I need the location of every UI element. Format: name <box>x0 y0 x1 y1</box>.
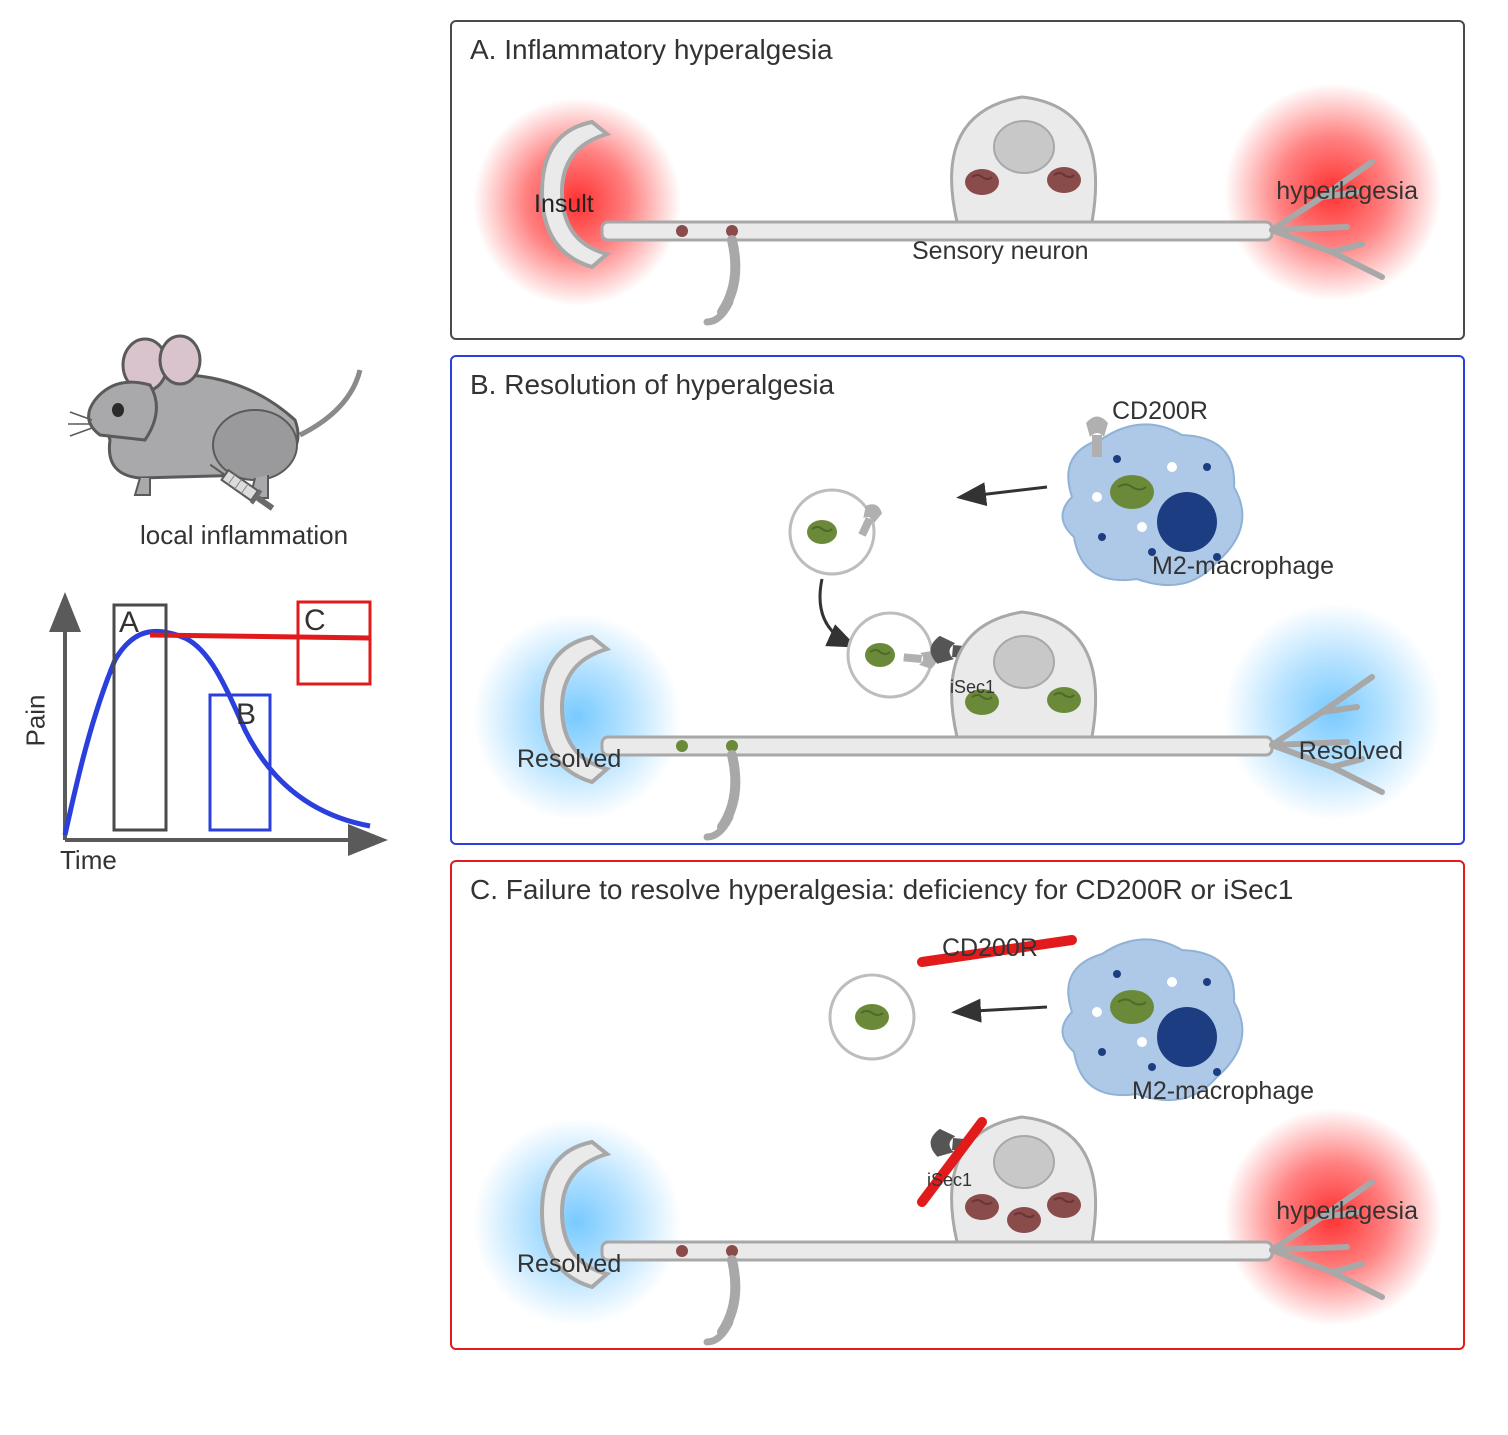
right-panel: A. Inflammatory hyperalgesia <box>450 20 1465 1365</box>
panel-c-macrophage-label: M2-macrophage <box>1132 1077 1314 1106</box>
panel-a-right-label: hyperlagesia <box>1276 177 1418 206</box>
panel-b-right-label: Resolved <box>1299 737 1403 766</box>
mouse-svg <box>50 320 370 550</box>
panel-b-cd200r-label: CD200R <box>1112 397 1208 426</box>
panel-c-isec1-label: iSec1 <box>927 1170 972 1191</box>
panel-a: A. Inflammatory hyperalgesia <box>450 20 1465 340</box>
chart-box-a-label: A <box>119 606 139 640</box>
panel-b-macrophage-label: M2-macrophage <box>1152 552 1334 581</box>
chart-ylabel: Pain <box>21 694 52 746</box>
panel-c-cd200r-label: CD200R <box>942 934 1038 963</box>
mouse-illustration: local inflammation <box>50 320 370 550</box>
chart-svg <box>20 590 390 880</box>
chart-xlabel: Time <box>60 845 117 876</box>
chart-box-c-label: C <box>304 604 326 638</box>
panel-c-right-label: hyperlagesia <box>1276 1197 1418 1226</box>
pain-time-chart: Pain Time A B C <box>20 590 390 880</box>
panel-a-sensory-label: Sensory neuron <box>912 237 1089 266</box>
panel-c: C. Failure to resolve hyperalgesia: defi… <box>450 860 1465 1350</box>
panel-b-isec1-label: iSec1 <box>950 677 995 698</box>
panel-b-left-label: Resolved <box>517 745 621 774</box>
panel-a-left-label: Insult <box>534 190 594 219</box>
mouse-label: local inflammation <box>140 520 348 551</box>
panel-b: B. Resolution of hyperalgesia <box>450 355 1465 845</box>
chart-box-b-label: B <box>236 698 256 732</box>
panel-c-left-label: Resolved <box>517 1250 621 1279</box>
left-panel: local inflammation Pain Time A B <box>20 320 420 880</box>
